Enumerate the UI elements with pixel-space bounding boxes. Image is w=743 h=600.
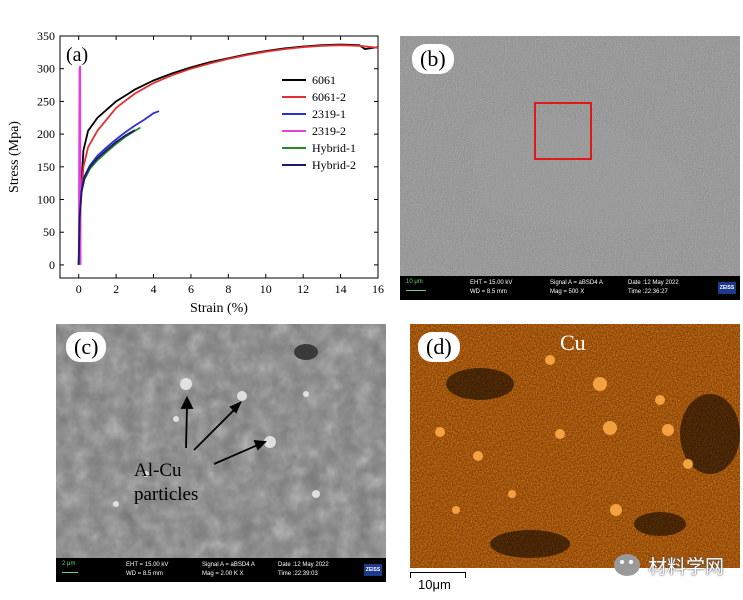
panel-a-label-bg [64,42,96,66]
y-tick-label: 350 [37,29,55,43]
panel-d-label: (d) [418,332,460,362]
panel-b-label: (b) [412,44,454,74]
signal-text: Signal A = aBSD4 A [202,562,255,568]
legend-entry: Hybrid-1 [312,141,356,155]
zeiss-logo: ZEISS [718,282,736,294]
panel-b-sem: (b) 10 μm EHT = 15.00 kV WD = 8.5 mm Sig… [400,36,740,300]
y-tick-label: 300 [37,62,55,76]
scale-bar-label: 10 μm [406,279,423,285]
series-line-6061-2 [77,44,379,265]
panel-d-eds: (d) Cu [410,324,740,568]
particle-dots [113,378,320,507]
watermark-text: 材料学网 [648,556,725,578]
y-axis-label: Stress (Mpa) [7,121,22,193]
zeiss-logo: ZEISS [364,564,382,576]
legend-entry: 2319-1 [312,107,346,121]
legend-entry: 6061-2 [312,90,346,104]
annotation-line2: particles [134,484,198,505]
x-tick-label: 8 [225,282,231,296]
wd-text: WD = 8.5 mm [126,571,163,577]
x-tick-label: 4 [151,282,157,296]
wd-text: WD = 8.5 mm [470,289,507,295]
legend-entry: Hybrid-2 [312,158,356,172]
plot-frame [59,35,379,279]
date-text: Date :12 May 2022 [628,280,679,286]
legend-entry: 2319-2 [312,124,346,138]
scale-bar-d-label: 10μm [418,577,451,592]
x-tick-label: 14 [335,282,347,296]
annotation-arrows [180,395,267,465]
series-line-Hybrid-2 [77,129,136,265]
x-tick-label: 16 [372,282,384,296]
panel-a-chart: 0 2 4 6 8 10 12 14 16 0 50 100 150 200 250 300 350 Strain… [0,28,390,318]
eht-text: EHT = 15.00 kV [126,562,169,568]
x-tick-label: 2 [113,282,119,296]
sem-databar-b: 10 μm EHT = 15.00 kV WD = 8.5 mm Signal … [400,276,740,300]
x-tick-label: 10 [260,282,272,296]
signal-text: Signal A = aBSD4 A [550,280,603,286]
panel-c-sem: Al-Cu particles (c) 2 μm EHT = 15.00 kV … [56,324,386,582]
stress-strain-chart: 0 2 4 6 8 10 12 14 16 0 50 100 150 200 250 300 350 Strain… [7,29,384,316]
wechat-icon [614,554,640,576]
scale-bar-d [410,572,466,578]
time-text: Time :22:39:03 [278,571,318,577]
y-tick-label: 200 [37,127,55,141]
mag-text: Mag = 500 X [550,289,585,295]
y-tick-label: 100 [37,193,55,207]
panel-a-label: (a) [66,44,88,66]
x-axis-label: Strain (%) [190,301,248,316]
eht-text: EHT = 15.00 kV [470,280,513,286]
y-tick-label: 150 [37,160,55,174]
annotation-line1: Al-Cu [134,460,182,481]
y-tick-label: 0 [49,258,55,272]
y-tick-label: 250 [37,94,55,108]
mag-text: Mag = 2.00 K X [202,571,244,577]
x-tick-label: 6 [188,282,194,296]
sem-micrograph-c: Al-Cu particles [56,324,386,558]
y-tick-label: 50 [43,225,55,239]
x-tick-label: 12 [297,282,309,296]
cu-rich-spots [435,355,693,516]
highlight-box [534,102,592,160]
dark-regions [446,368,740,558]
sem-databar-c: 2 μm EHT = 15.00 kV WD = 8.5 mm Signal A… [56,558,386,582]
series-line-2319-1 [77,110,160,265]
panel-c-label: (c) [66,332,107,362]
time-text: Time :22:36:27 [628,289,668,295]
eds-cu-map [410,324,740,568]
date-text: Date :12 May 2022 [278,562,329,568]
scale-bar-label: 2 μm [62,561,76,567]
x-tick-label: 0 [76,282,82,296]
element-label: Cu [560,330,586,355]
legend-entry: 6061 [312,73,336,87]
sem-micrograph-b [400,36,740,276]
series-line-2319-2 [77,65,82,265]
